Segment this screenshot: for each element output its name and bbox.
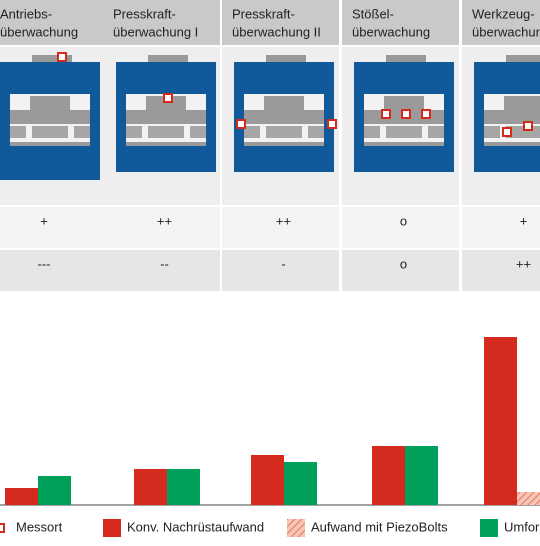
legend-swatch: [103, 519, 121, 537]
press-block: [484, 110, 540, 124]
table-cell: [462, 207, 540, 248]
header-cell: [342, 0, 459, 45]
bar: [517, 492, 540, 505]
press-block: [148, 126, 184, 138]
header-text: überwachung: [352, 24, 430, 39]
table-cell: [462, 250, 540, 291]
press-block: [244, 126, 260, 138]
press-block: [428, 126, 444, 138]
press-block: [10, 142, 90, 146]
header-cell: [462, 0, 540, 45]
press-top: [148, 55, 188, 63]
legend-marker: [0, 523, 5, 533]
cell-text: +: [520, 213, 528, 228]
table-cell: [103, 250, 220, 291]
legend-text: Messort: [16, 519, 63, 534]
press-top: [266, 55, 306, 63]
header-text: Stößel-: [352, 6, 394, 21]
press-block: [266, 126, 302, 138]
sensor: [57, 52, 67, 62]
press-block: [74, 126, 90, 138]
press-block: [126, 126, 142, 138]
header-text: überwachung: [472, 24, 540, 39]
table-cell: [342, 250, 459, 291]
press-block: [190, 126, 206, 138]
bar: [5, 488, 38, 505]
sensor: [502, 127, 512, 137]
press-block: [244, 110, 324, 124]
legend-text: Umfor: [504, 519, 540, 534]
press-block: [386, 126, 422, 138]
header-text: überwachung I: [113, 24, 198, 39]
header-text: überwachung II: [232, 24, 321, 39]
bar: [405, 446, 438, 505]
header-text: Werkzeug-: [472, 6, 535, 21]
press-top: [386, 55, 426, 63]
press-block: [244, 142, 324, 146]
cell-text: --: [160, 256, 169, 271]
press-block: [264, 96, 304, 110]
press-block: [126, 110, 206, 124]
press-block: [504, 96, 540, 110]
bar: [484, 337, 517, 505]
sensor: [236, 119, 246, 129]
table-cell: [222, 250, 339, 291]
cell-text: ++: [157, 213, 172, 228]
press-block: [126, 142, 206, 146]
bar: [372, 446, 405, 505]
press-block: [384, 96, 424, 110]
press-block: [484, 142, 540, 146]
bar: [284, 462, 317, 505]
press-top: [32, 55, 72, 63]
table-cell: [103, 207, 220, 248]
press-block: [308, 126, 324, 138]
press-block: [30, 96, 70, 110]
press-block: [364, 142, 444, 146]
sensor: [421, 109, 431, 119]
sensor: [381, 109, 391, 119]
sensor: [327, 119, 337, 129]
table-cell: [342, 207, 459, 248]
header-text: Presskraft-: [232, 6, 295, 21]
cell-text: ---: [38, 256, 51, 271]
sensor: [163, 93, 173, 103]
cell-text: -: [281, 256, 285, 271]
cell-text: ++: [276, 213, 291, 228]
table-cell: [222, 207, 339, 248]
press-block: [10, 110, 90, 124]
bar: [134, 469, 167, 505]
cell-text: o: [400, 256, 407, 271]
sensor: [523, 121, 533, 131]
cell-text: ++: [516, 256, 531, 271]
sensor: [401, 109, 411, 119]
legend-text: Aufwand mit PiezoBolts: [311, 519, 448, 534]
legend-swatch: [287, 519, 305, 537]
cell-text: +: [40, 213, 48, 228]
header-text: Presskraft-: [113, 6, 176, 21]
table-cell: [0, 207, 117, 248]
header-text: überwachung: [0, 24, 78, 39]
legend-swatch: [480, 519, 498, 537]
press-top: [506, 55, 540, 63]
header-cell: [0, 0, 117, 45]
press-block: [484, 126, 500, 138]
bar: [167, 469, 200, 505]
press-block: [10, 126, 26, 138]
bar: [251, 455, 284, 505]
bar: [38, 476, 71, 505]
header-text: Antriebs-: [0, 6, 52, 21]
header-cell: [222, 0, 339, 45]
header-cell: [103, 0, 220, 45]
legend-text: Konv. Nachrüstaufwand: [127, 519, 264, 534]
cell-text: o: [400, 213, 407, 228]
table-cell: [0, 250, 117, 291]
press-block: [32, 126, 68, 138]
press-block: [364, 126, 380, 138]
